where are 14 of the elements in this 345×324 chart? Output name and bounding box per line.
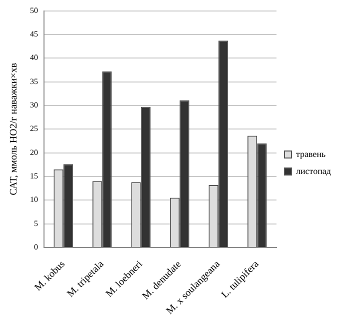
y-tick-label: 45	[30, 30, 38, 39]
y-tick-label: 10	[30, 195, 38, 204]
legend-label: травень	[296, 148, 326, 159]
y-tick-label: 25	[30, 124, 38, 134]
y-tick-label: 5	[34, 218, 38, 228]
legend-label: листопад	[296, 166, 332, 176]
y-tick-label: 20	[30, 148, 38, 157]
y-tick-label: 50	[30, 6, 38, 15]
y-tick-label: 35	[30, 76, 38, 86]
y-axis-title: САТ, ммоль НО2/г наважки×хв	[8, 62, 20, 196]
y-tick-label: 30	[30, 100, 38, 110]
y-tick-label: 15	[30, 172, 38, 181]
y-tick-label: 0	[34, 242, 38, 252]
y-tick-label: 40	[30, 53, 38, 62]
